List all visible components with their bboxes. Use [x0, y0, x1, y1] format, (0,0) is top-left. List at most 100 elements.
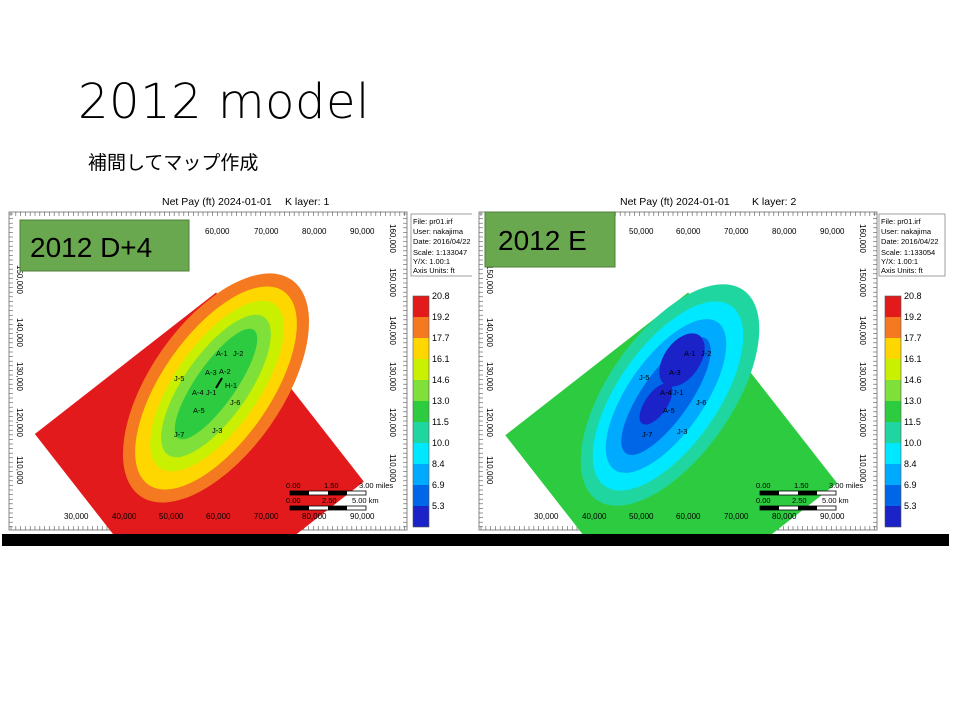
- x-top-tick: 90,000: [350, 227, 375, 236]
- x-bottom-tick: 30,000: [64, 512, 89, 521]
- colorbar-value: 8.4: [904, 459, 917, 469]
- well-A-2[interactable]: A-2: [219, 367, 231, 376]
- y-left-tick: 120,000: [485, 408, 494, 437]
- x-bottom-tick: 60,000: [676, 512, 701, 521]
- y-left-tick: 150,000: [485, 265, 494, 294]
- well-J-3[interactable]: J-3: [212, 426, 222, 435]
- colorbar-swatch: [413, 338, 429, 359]
- info-box: [878, 213, 946, 277]
- colorbar-value: 11.5: [904, 417, 921, 427]
- y-left-tick: 120,000: [15, 408, 24, 437]
- colorbar-swatch: [413, 485, 429, 506]
- colorbar: 20.8 19.2 17.7 16.1 14.6 13.0 11.5 10.0 8.4 6.9 5.…: [884, 291, 922, 528]
- colorbar-value: 5.3: [432, 501, 445, 511]
- info-lines: File: pr01.irf User: nakajima Date: 2016…: [881, 217, 939, 275]
- colorbar-swatch: [413, 422, 429, 443]
- colorbar-value: 17.7: [432, 333, 450, 343]
- map-layer: K layer: 2: [752, 196, 797, 208]
- well-A-5[interactable]: A-5: [193, 406, 205, 415]
- colorbar-value: 16.1: [904, 354, 922, 364]
- well-J-2[interactable]: J-2: [233, 349, 243, 358]
- info-units: Axis Units: ft: [413, 266, 456, 275]
- x-top-ticks: 50,000 60,000 70,000 80,000 90,000: [629, 227, 845, 236]
- right-map-panel: Net Pay (ft) 2024-01-01 K layer: 2 A-1 J…: [472, 190, 949, 626]
- colorbar-swatch: [885, 443, 901, 464]
- well-J-2[interactable]: J-2: [701, 349, 711, 358]
- colorbar-swatch: [413, 464, 429, 485]
- well-J-1[interactable]: J-1: [673, 388, 683, 397]
- well-A-1[interactable]: A-1: [684, 349, 696, 358]
- right-minor-ticks: [403, 213, 407, 528]
- well-A-4[interactable]: A-4: [660, 388, 672, 397]
- info-date: Date: 2016/04/22: [413, 237, 471, 246]
- colorbar-value: 8.4: [432, 459, 445, 469]
- scale-miles-1: 1.50: [324, 481, 339, 490]
- info-file: File: pr01.irf: [881, 217, 922, 226]
- colorbar-swatch: [413, 506, 429, 527]
- well-H-1[interactable]: H-1: [225, 381, 237, 390]
- x-bottom-ticks: 30,000 40,000 50,000 60,000 70,000 80,00…: [64, 512, 375, 521]
- x-bottom-tick: 50,000: [629, 512, 654, 521]
- well-A-3[interactable]: A-3: [669, 368, 681, 377]
- y-right-ticks: 160,000 150,000 140,000 130,000 120,000 …: [388, 224, 397, 483]
- y-right-tick: 140,000: [858, 316, 867, 345]
- well-J-5[interactable]: J-5: [639, 373, 649, 382]
- well-J-1[interactable]: J-1: [206, 388, 216, 397]
- y-right-tick: 110,000: [388, 454, 397, 483]
- colorbar-value: 20.8: [904, 291, 922, 301]
- contour-band-5.3-north: [659, 333, 705, 387]
- info-scale: Scale: 1:133047: [413, 248, 467, 257]
- left-minor-ticks: [479, 213, 483, 528]
- scale-km-0: 0.00: [286, 496, 301, 505]
- colorbar-value: 10.0: [432, 438, 450, 448]
- well-J-3[interactable]: J-3: [677, 427, 687, 436]
- x-bottom-tick: 90,000: [350, 512, 375, 521]
- colorbar-swatch: [885, 485, 901, 506]
- colorbar-swatch: [885, 317, 901, 338]
- info-date: Date: 2016/04/22: [881, 237, 939, 246]
- x-bottom-tick: 70,000: [724, 512, 749, 521]
- horizontal-well-trace: [215, 377, 223, 389]
- colorbar-swatch: [885, 338, 901, 359]
- well-J-7[interactable]: J-7: [642, 430, 652, 439]
- colorbar-value: 17.7: [904, 333, 922, 343]
- well-A-1[interactable]: A-1: [216, 349, 228, 358]
- scale-km-2: 5.00 km: [352, 496, 379, 505]
- y-right-tick: 140,000: [388, 316, 397, 345]
- contour-bands: [580, 284, 760, 506]
- y-right-tick: 150,000: [858, 268, 867, 297]
- y-right-tick: 160,000: [388, 224, 397, 253]
- colorbar-swatch: [413, 401, 429, 422]
- well-J-6[interactable]: J-6: [696, 398, 706, 407]
- well-A-5[interactable]: A-5: [663, 406, 675, 415]
- y-right-tick: 130,000: [388, 362, 397, 391]
- x-top-ticks: 60,000 70,000 80,000 90,000: [205, 227, 375, 236]
- x-bottom-tick: 90,000: [820, 512, 845, 521]
- scale-miles-2: 3.00 miles: [829, 481, 863, 490]
- well-J-6[interactable]: J-6: [230, 398, 240, 407]
- well-A-4[interactable]: A-4: [192, 388, 204, 397]
- bottom-divider-bar: [2, 534, 949, 546]
- y-left-tick: 130,000: [15, 362, 24, 391]
- colorbar-swatch: [413, 317, 429, 338]
- well-A-3[interactable]: A-3: [205, 368, 217, 377]
- x-top-tick: 60,000: [205, 227, 230, 236]
- colorbar-value: 20.8: [432, 291, 450, 301]
- y-right-tick: 160,000: [858, 224, 867, 253]
- colorbar-swatch: [413, 380, 429, 401]
- colorbar-value: 14.6: [904, 375, 922, 385]
- info-units: Axis Units: ft: [881, 266, 924, 275]
- well-J-5[interactable]: J-5: [174, 374, 184, 383]
- well-J-7[interactable]: J-7: [174, 430, 184, 439]
- colorbar-value: 6.9: [904, 480, 917, 490]
- info-scale: Scale: 1:133054: [881, 248, 935, 257]
- info-user: User: nakajima: [413, 227, 464, 236]
- info-yx: Y/X: 1.00:1: [881, 257, 918, 266]
- x-bottom-tick: 40,000: [112, 512, 137, 521]
- colorbar: 20.8 19.2 17.7 16.1 14.6 13.0 11.5 10.0 8.4 6.9 5.…: [412, 291, 450, 528]
- x-bottom-tick: 60,000: [206, 512, 231, 521]
- colorbar-value: 11.5: [432, 417, 449, 427]
- colorbar-value: 19.2: [904, 312, 922, 322]
- y-left-tick: 110,000: [485, 456, 494, 485]
- slide-subtitle: 補間してマップ作成: [88, 152, 259, 174]
